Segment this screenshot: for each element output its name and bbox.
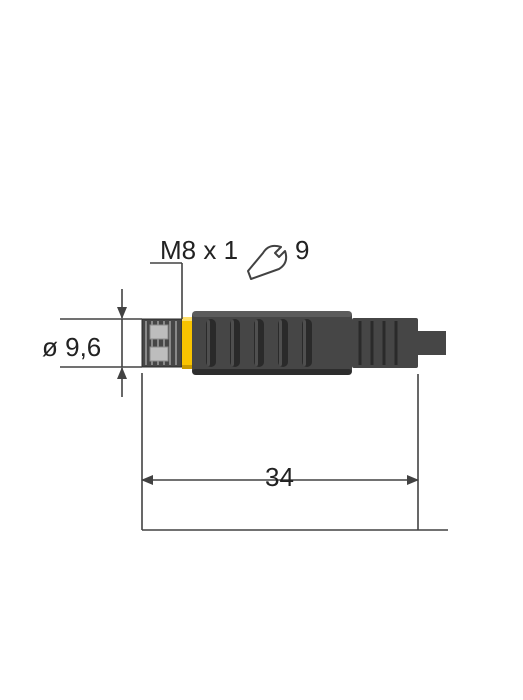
- wrench-size-label: 9: [295, 235, 309, 266]
- length-label: 34: [265, 462, 294, 493]
- thread-label: M8 x 1: [160, 235, 238, 266]
- diameter-label: ø 9,6: [42, 332, 101, 363]
